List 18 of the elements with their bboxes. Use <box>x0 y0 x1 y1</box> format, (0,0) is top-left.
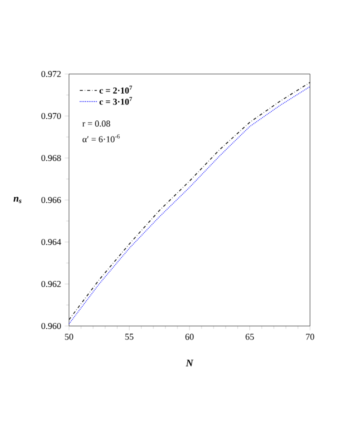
x-axis-title: N <box>186 360 194 366</box>
y-tick-label: 0.968 <box>41 154 61 162</box>
annotation: α′ = 6·10$^{-6}$ <box>82 134 120 142</box>
x-tick-label: 70 <box>306 334 314 340</box>
y-tick-label: 0.962 <box>41 280 61 288</box>
y-axis-title: n$_{s}$ <box>14 196 22 204</box>
x-tick-label: 60 <box>185 334 194 340</box>
y-tick-label: 0.964 <box>41 238 62 246</box>
y-tick-label: 0.966 <box>41 196 61 204</box>
x-tick-label: 55 <box>125 334 134 340</box>
annotation: r = 0.08 <box>82 120 110 127</box>
y-tick-label: 0.970 <box>41 112 61 120</box>
x-tick-label: 50 <box>65 334 74 340</box>
y-tick-label: 0.972 <box>41 70 61 78</box>
legend-label: c = 3·10$^{7}$ <box>100 96 132 105</box>
y-tick-label: 0.960 <box>41 322 61 330</box>
legend-label: c = 2·10$^{7}$ <box>100 86 132 94</box>
x-tick-label: 65 <box>246 334 254 340</box>
